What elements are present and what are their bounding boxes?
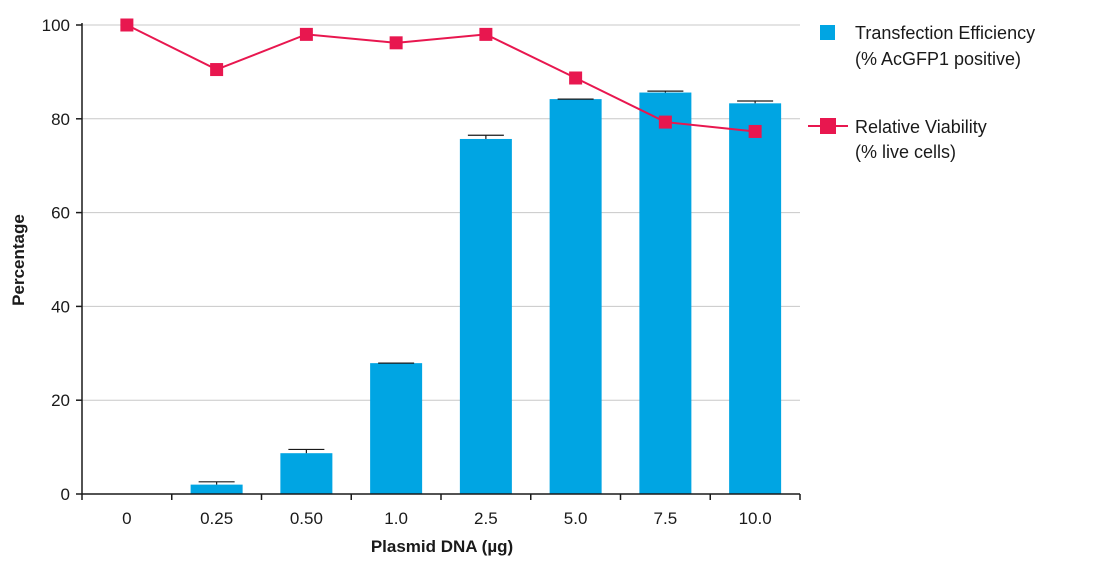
legend: Transfection Efficiency (% AcGFP1 positi…: [808, 23, 1035, 162]
y-tick-label-40: 40: [51, 297, 70, 316]
bar-10.0: [729, 103, 782, 494]
bar-0.50: [280, 453, 333, 494]
bar-series: [190, 90, 782, 495]
bar-1.0: [370, 363, 423, 494]
x-tick-label-0: 0: [122, 509, 131, 528]
legend-label-transfection-line1: Transfection Efficiency: [855, 23, 1035, 43]
x-tick-label-5: 5.0: [564, 509, 588, 528]
bar-2.5: [459, 138, 512, 495]
legend-item-transfection: Transfection Efficiency (% AcGFP1 positi…: [820, 23, 1035, 69]
bar-5.0: [549, 99, 602, 495]
bar-7.5: [639, 92, 692, 494]
legend-label-viability-line2: (% live cells): [855, 142, 956, 162]
x-tick-label-6: 7.5: [654, 509, 678, 528]
viability-point-1.0: [389, 36, 403, 50]
x-tick-label-3: 1.0: [384, 509, 408, 528]
y-tick-label-60: 60: [51, 204, 70, 223]
y-tick-label-100: 100: [42, 16, 70, 35]
y-tick-label-80: 80: [51, 110, 70, 129]
tick-labels: 0 20 40 60 80 100 0 0.25 0.50 1.0 2.5 5.0 7.5 10.0: [42, 16, 772, 528]
x-tick-label-4: 2.5: [474, 509, 498, 528]
viability-point-0.25: [210, 63, 224, 77]
axes: [76, 23, 801, 500]
x-axis-title: Plasmid DNA (µg): [371, 537, 513, 556]
viability-line: [126, 24, 756, 133]
viability-point-0.50: [299, 27, 313, 41]
viability-point-0: [120, 18, 134, 32]
viability-point-10.0: [748, 124, 762, 138]
legend-swatch-marker: [820, 118, 836, 134]
grid-lines: [82, 24, 800, 401]
x-tick-label-7: 10.0: [739, 509, 772, 528]
y-axis-title: Percentage: [9, 214, 28, 306]
legend-label-transfection-line2: (% AcGFP1 positive): [855, 49, 1021, 69]
legend-swatch-bar: [820, 25, 835, 40]
viability-point-5.0: [569, 71, 583, 85]
y-tick-label-20: 20: [51, 391, 70, 410]
legend-label-viability-line1: Relative Viability: [855, 117, 987, 137]
x-tick-label-1: 0.25: [200, 509, 233, 528]
y-tick-label-0: 0: [61, 485, 70, 504]
x-tick-label-2: 0.50: [290, 509, 323, 528]
bar-0.25: [190, 484, 243, 494]
viability-point-7.5: [658, 115, 672, 129]
legend-item-viability: Relative Viability (% live cells): [808, 117, 987, 162]
viability-point-2.5: [479, 27, 493, 41]
line-series: [120, 18, 762, 138]
